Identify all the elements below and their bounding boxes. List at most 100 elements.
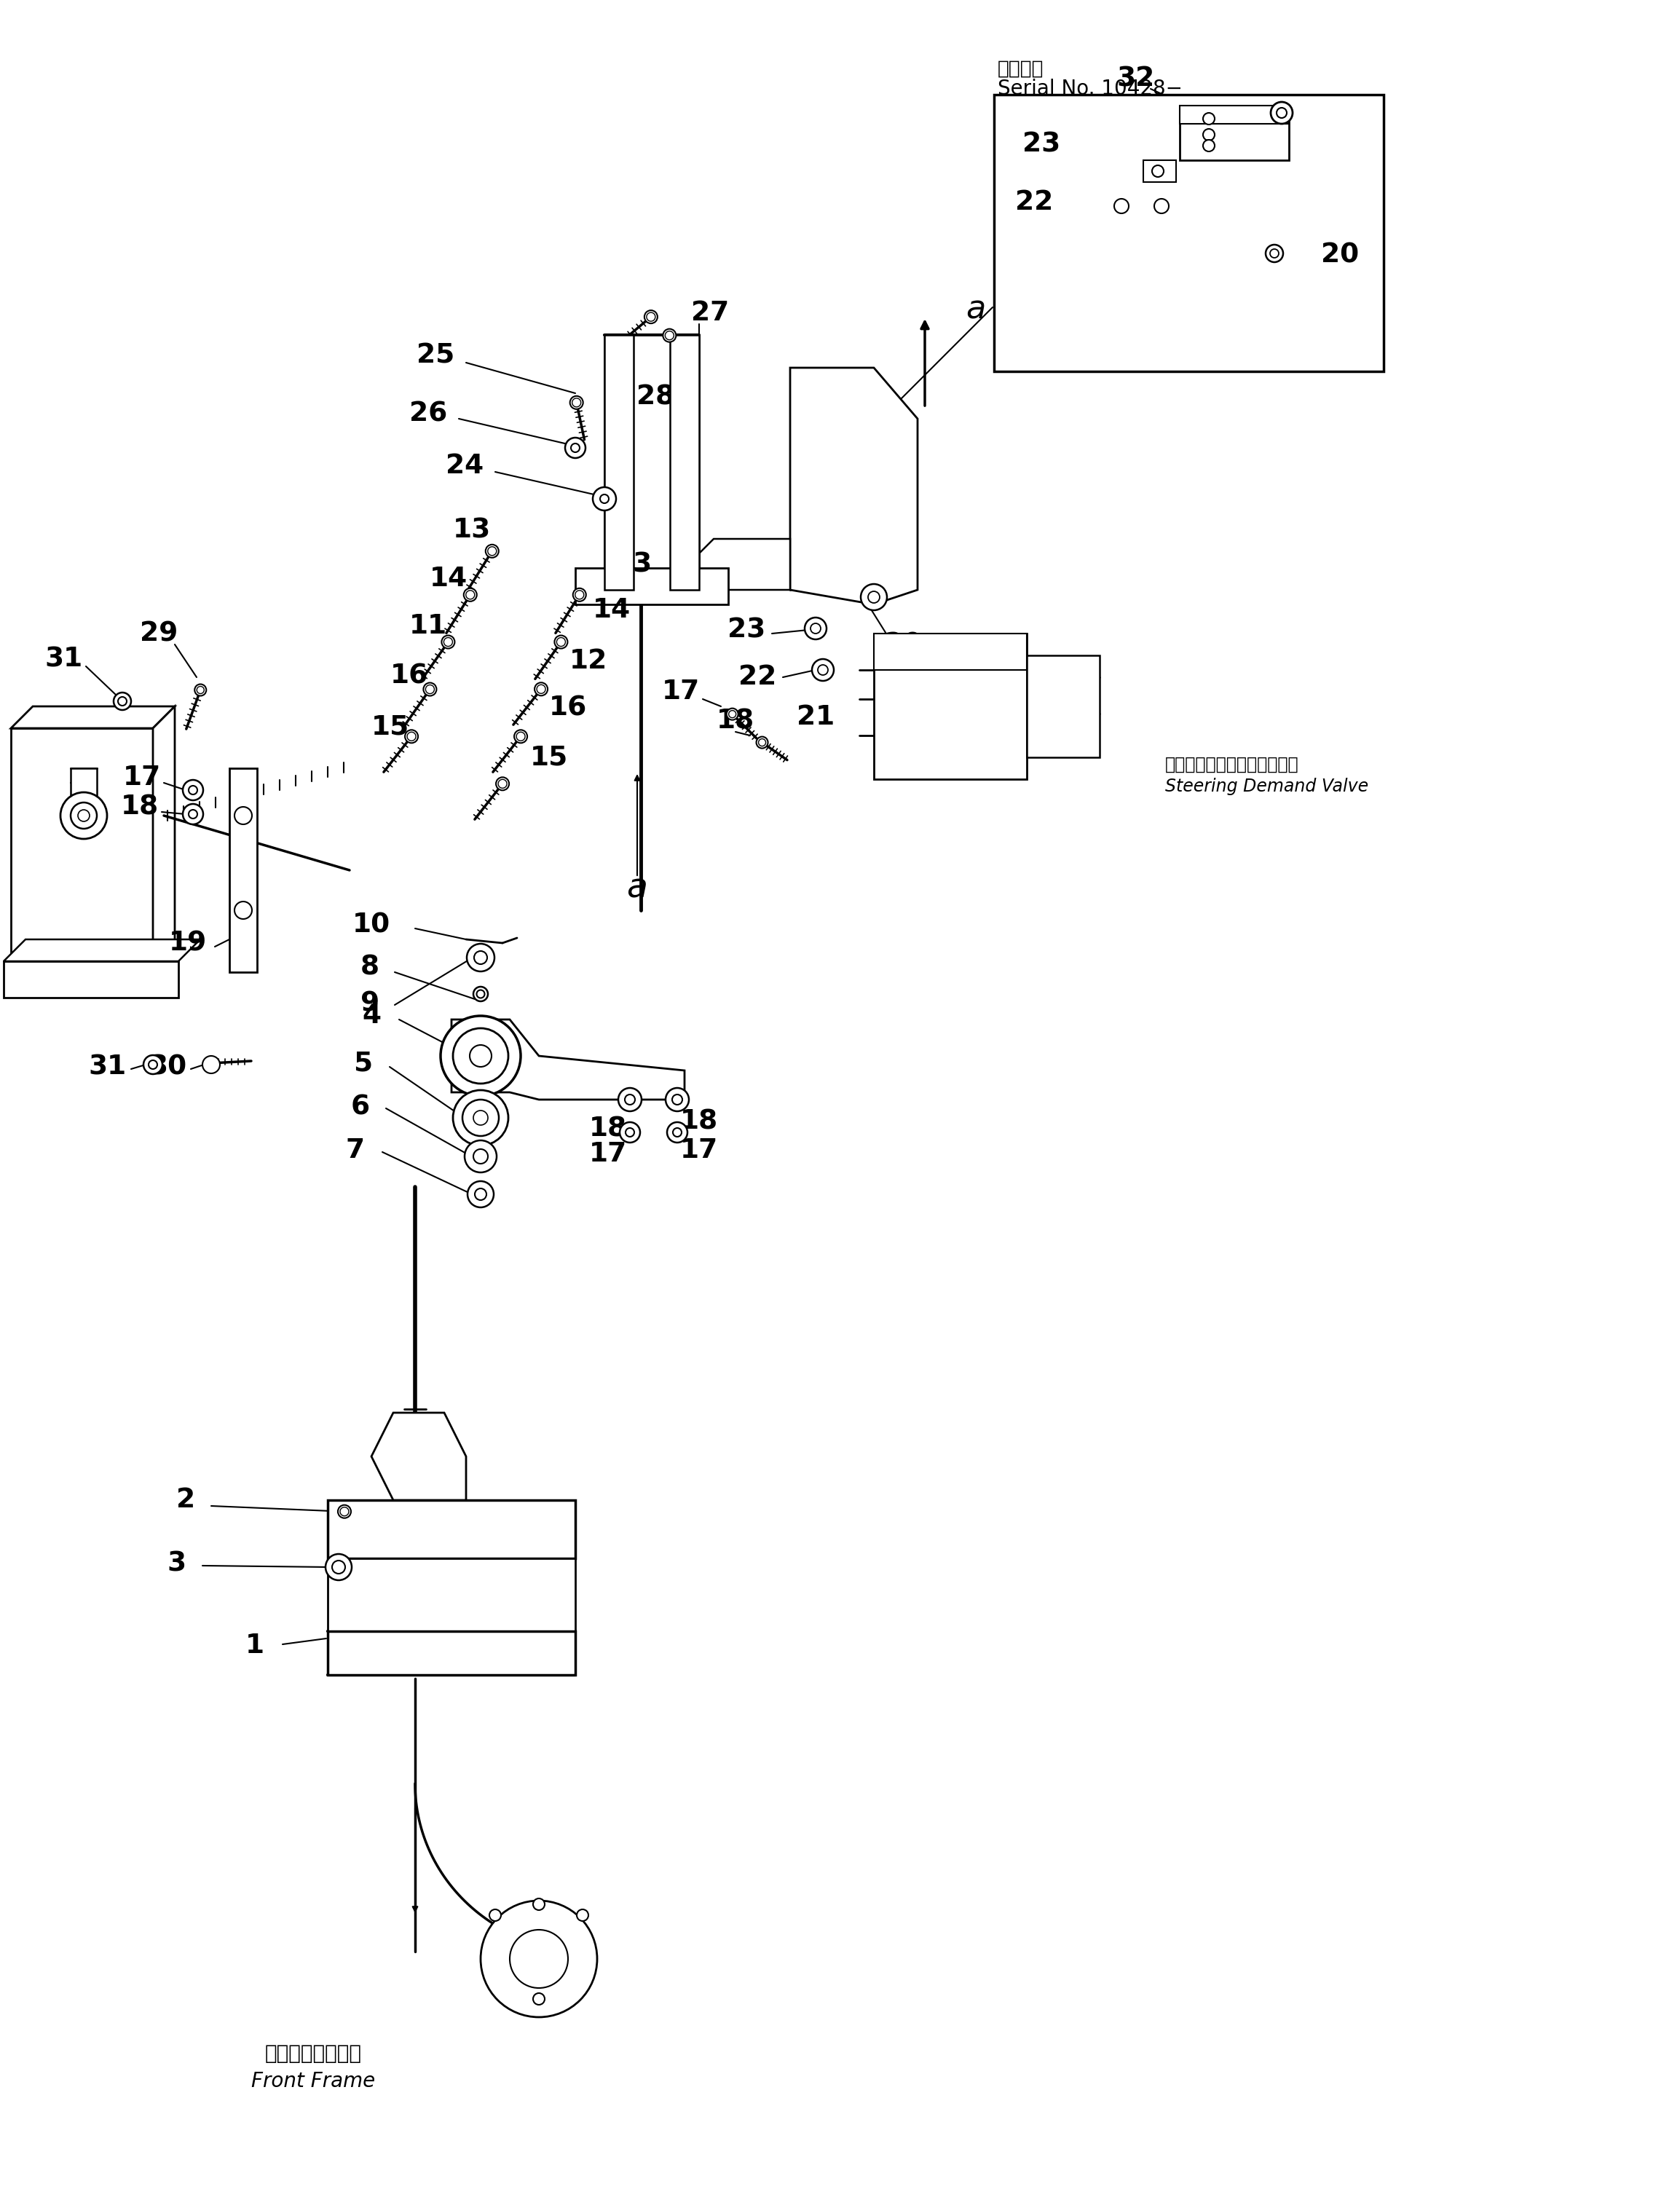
Bar [605,335,699,589]
Text: 13: 13 [454,517,491,543]
Text: 適用号機: 適用号機 [998,59,1043,79]
Circle shape [188,810,197,819]
Circle shape [645,311,657,324]
Circle shape [665,1088,689,1112]
Circle shape [480,1900,596,2016]
Circle shape [1203,114,1215,125]
Circle shape [571,444,580,453]
Polygon shape [452,1020,684,1099]
Circle shape [570,396,583,409]
Circle shape [664,328,675,341]
Circle shape [533,1898,544,1911]
Polygon shape [153,707,175,983]
Text: 4: 4 [361,1003,381,1029]
Text: ステアリングデマンドバルブ: ステアリングデマンドバルブ [1166,755,1299,773]
Circle shape [600,495,608,503]
Circle shape [464,589,477,602]
Text: 25: 25 [417,341,455,368]
Text: 13: 13 [615,552,652,578]
Circle shape [467,1182,494,1208]
Circle shape [729,711,736,718]
Circle shape [475,1189,487,1200]
Polygon shape [371,1412,465,1499]
Circle shape [496,777,509,790]
Circle shape [499,779,507,788]
Circle shape [593,488,617,510]
Circle shape [474,1149,487,1165]
Bar [12,729,153,983]
Circle shape [647,313,655,322]
Text: 18: 18 [121,795,160,821]
Circle shape [487,547,497,556]
Text: 17: 17 [680,1138,717,1165]
Circle shape [114,692,131,709]
Circle shape [625,1094,635,1105]
Circle shape [235,808,252,825]
Circle shape [805,617,827,639]
Circle shape [514,729,528,742]
Text: 10: 10 [353,913,390,937]
Circle shape [462,1099,499,1136]
Text: 31: 31 [89,1053,126,1079]
Circle shape [477,989,484,998]
Circle shape [474,950,487,963]
Text: 5: 5 [353,1051,373,1077]
Circle shape [148,1059,158,1068]
Text: a: a [627,871,648,904]
Bar [874,633,1026,670]
Bar [1026,655,1100,757]
Circle shape [672,1094,682,1105]
Text: 20: 20 [884,630,922,657]
Circle shape [183,803,203,825]
Circle shape [235,902,252,919]
Text: 30: 30 [148,1053,186,1079]
Text: 20: 20 [1320,241,1359,267]
Circle shape [756,738,768,749]
Text: 27: 27 [690,300,729,326]
Text: 1: 1 [245,1633,264,1659]
Circle shape [489,1909,501,1922]
Text: 2: 2 [176,1486,195,1513]
Circle shape [470,1044,492,1066]
Circle shape [339,1508,349,1517]
Circle shape [465,1140,497,1173]
Circle shape [667,1123,687,1143]
Circle shape [860,584,887,611]
Circle shape [575,591,585,600]
Circle shape [405,729,418,742]
Circle shape [454,1029,509,1084]
Circle shape [1265,245,1284,263]
Circle shape [143,1055,163,1075]
Circle shape [423,683,437,696]
Circle shape [474,987,487,1000]
Circle shape [195,685,207,696]
Text: Steering Demand Valve: Steering Demand Valve [1166,777,1369,795]
Text: 18: 18 [680,1108,717,1134]
Circle shape [869,591,880,602]
Circle shape [474,1110,487,1125]
Circle shape [338,1506,351,1519]
Text: 17: 17 [590,1140,627,1167]
Circle shape [467,943,494,972]
Circle shape [333,1561,344,1574]
Circle shape [573,589,586,602]
Bar [874,633,1026,779]
Text: フロントフレーム: フロントフレーム [265,2042,361,2064]
Circle shape [554,635,568,648]
Text: 18: 18 [716,707,754,733]
Circle shape [665,331,674,339]
Circle shape [516,731,526,740]
Circle shape [71,803,97,830]
Circle shape [118,696,126,705]
Bar [605,335,633,589]
Text: 3: 3 [166,1552,186,1578]
Circle shape [60,792,108,838]
Text: 17: 17 [123,764,161,790]
Circle shape [564,438,586,458]
Circle shape [326,1554,351,1580]
Bar [1179,105,1289,125]
Circle shape [620,1123,640,1143]
Circle shape [203,1055,220,1073]
Bar [328,1631,575,1675]
Circle shape [576,1909,588,1922]
